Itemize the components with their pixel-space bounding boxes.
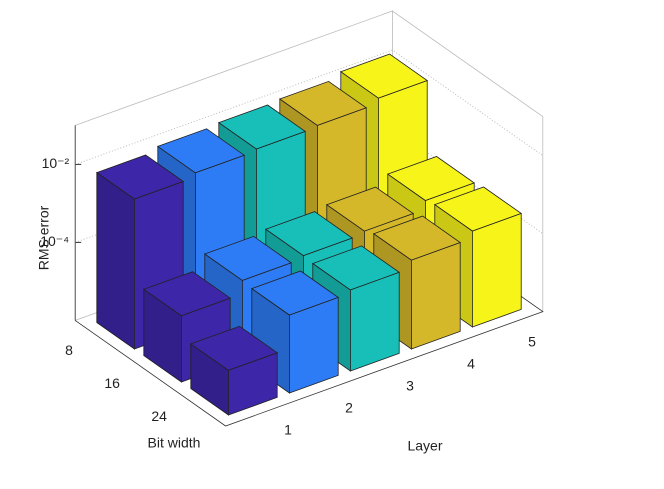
x-axis-title: Layer <box>407 438 442 454</box>
y-tick-label: 24 <box>151 408 167 424</box>
bar-top <box>278 80 368 126</box>
z-tick-label: 10⁻² <box>42 155 70 171</box>
grid-line <box>75 49 544 165</box>
y-axis-title: Bit width <box>148 435 201 451</box>
bar-top <box>156 128 246 174</box>
bar-side-shade <box>96 172 135 349</box>
bar-top <box>311 245 401 291</box>
x-tick-label: 4 <box>467 356 475 372</box>
bar-top <box>386 156 476 201</box>
bar-top <box>372 215 462 261</box>
bar-top <box>217 104 307 150</box>
x-tick-label: 5 <box>528 334 536 350</box>
bar-top <box>339 53 429 99</box>
bar-top <box>433 186 523 232</box>
z-axis-title: RMS error <box>36 205 52 270</box>
y-tick-label: 8 <box>65 342 73 358</box>
x-tick-label: 2 <box>345 400 353 416</box>
bar-top <box>95 154 185 200</box>
y-tick-label: 16 <box>104 375 120 391</box>
bar-top <box>325 186 415 232</box>
bar-front <box>471 212 522 328</box>
bar-top <box>203 235 293 281</box>
bar-side-shade <box>143 289 182 382</box>
bar-top <box>189 325 279 371</box>
bar-top <box>142 271 232 317</box>
z-tick-label: 10⁻⁴ <box>40 233 69 249</box>
bar-front <box>410 241 461 350</box>
bar-top <box>264 211 354 257</box>
bar-top <box>250 270 340 316</box>
x-tick-label: 3 <box>406 378 414 394</box>
x-tick-label: 1 <box>284 422 292 438</box>
bar-side-shade <box>190 343 229 415</box>
